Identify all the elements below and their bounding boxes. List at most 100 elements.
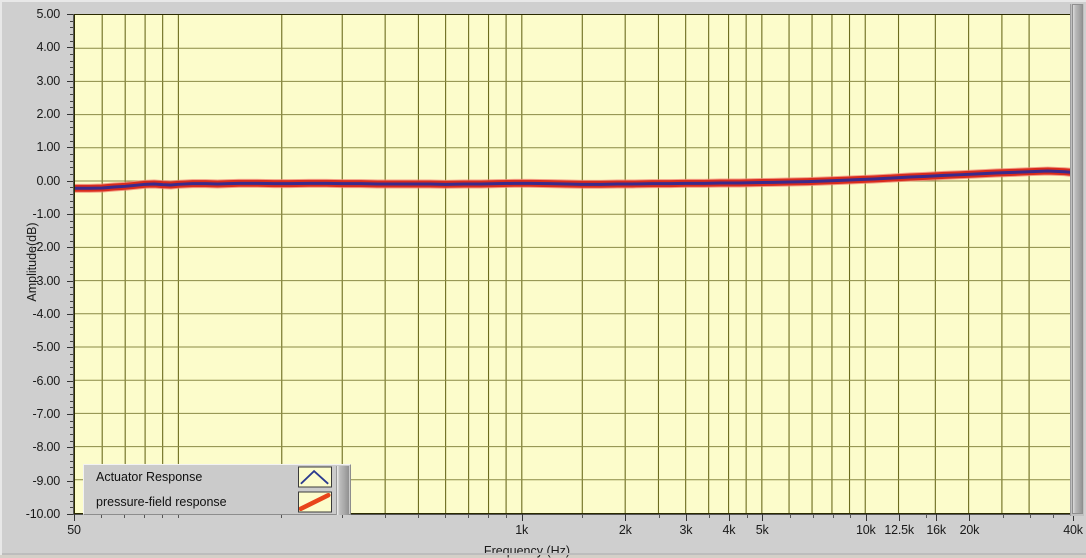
y-tick-minor	[70, 420, 74, 422]
y-tick-minor	[70, 160, 74, 162]
y-tick-minor	[70, 254, 74, 255]
y-tick-major	[67, 347, 74, 349]
x-tick-label: 1k	[515, 523, 529, 537]
y-tick-minor	[70, 174, 74, 175]
y-tick-minor	[70, 100, 74, 102]
legend-scrollbar[interactable]	[336, 466, 349, 515]
x-tick-minor	[1002, 514, 1004, 518]
y-tick-label: 5.00	[36, 7, 60, 21]
x-tick-minor	[832, 514, 834, 518]
y-tick-minor	[70, 20, 74, 22]
y-tick-minor	[70, 340, 74, 342]
y-tick-label: -5.00	[32, 340, 61, 355]
y-tick-minor	[70, 167, 74, 169]
x-axis: Frequency (Hz) 50 1k 2k 3k 4k 5k 10k 12.5k 16k 20…	[2, 514, 1086, 558]
y-axis-line	[73, 14, 74, 515]
y-tick-minor	[70, 260, 74, 262]
y-tick-minor	[70, 460, 74, 462]
y-axis: 5.00 4.00 3.00 2.00 1.00 0.00 -1.00 -2.00 -3.00 -…	[2, 2, 74, 526]
y-tick-major	[67, 80, 74, 82]
y-tick-label: -2.00	[32, 240, 61, 255]
y-tick-minor	[70, 334, 74, 335]
y-tick-major	[67, 480, 74, 482]
diagonal-line-icon[interactable]	[298, 491, 332, 513]
x-tick-major	[865, 514, 867, 521]
y-tick-minor	[70, 474, 74, 475]
plot-area[interactable]	[74, 14, 1073, 514]
x-tick-minor	[926, 514, 928, 518]
y-tick-minor	[70, 27, 74, 29]
y-tick-minor	[70, 507, 74, 509]
y-tick-major	[67, 447, 74, 449]
y-tick-minor	[70, 327, 74, 329]
y-tick-minor	[70, 367, 74, 369]
y-tick-minor	[70, 140, 74, 142]
y-tick-minor	[70, 300, 74, 302]
x-tick-minor	[281, 514, 283, 518]
y-tick-label: -9.00	[32, 473, 61, 488]
x-tick-minor	[177, 514, 179, 518]
y-tick-minor	[70, 434, 74, 435]
y-tick-minor	[70, 467, 74, 469]
y-tick-minor	[70, 194, 74, 195]
y-tick-minor	[70, 154, 74, 155]
y-tick-label: -4.00	[32, 307, 61, 321]
x-tick-minor	[1053, 514, 1054, 518]
x-tick-label: 16k	[926, 523, 946, 537]
x-tick-label: 10k	[856, 523, 876, 537]
y-tick-label: -7.00	[32, 407, 61, 421]
x-tick-minor	[341, 514, 343, 518]
y-tick-major	[67, 47, 74, 49]
y-tick-major	[67, 414, 74, 415]
y-tick-minor	[70, 487, 74, 489]
x-tick-minor	[746, 514, 748, 518]
x-tick-label: 12.5k	[884, 523, 914, 537]
y-tick-minor	[70, 200, 74, 202]
x-tick-minor	[161, 514, 163, 518]
vertical-scrollbar[interactable]	[1070, 4, 1084, 516]
vertical-scrollbar-thumb[interactable]	[1072, 4, 1083, 514]
y-tick-minor	[70, 427, 74, 429]
y-tick-major	[67, 314, 74, 315]
y-tick-major	[67, 280, 74, 282]
y-tick-minor	[70, 207, 74, 209]
y-tick-label: -8.00	[32, 440, 61, 455]
x-tick-minor	[582, 514, 584, 518]
y-tick-major	[67, 214, 74, 215]
x-tick-major	[728, 514, 730, 521]
y-tick-minor	[70, 320, 74, 322]
x-tick-minor	[850, 514, 852, 518]
y-tick-minor	[70, 267, 74, 269]
x-tick-major	[762, 514, 764, 521]
data-traces	[75, 166, 1072, 193]
x-tick-minor	[488, 514, 490, 518]
x-tick-minor	[658, 514, 660, 518]
y-tick-label: -1.00	[32, 207, 61, 221]
x-tick-minor	[468, 514, 470, 518]
grid-lines	[75, 15, 1072, 513]
x-tick-label: 4k	[722, 523, 736, 537]
y-tick-minor	[70, 74, 74, 75]
x-tick-major	[521, 514, 523, 521]
y-tick-minor	[70, 220, 74, 222]
y-tick-minor	[70, 374, 74, 375]
y-axis-title-container: Amplitude(dB)	[8, 152, 39, 372]
y-tick-minor	[70, 234, 74, 235]
y-tick-label: 1.00	[36, 140, 60, 155]
y-tick-minor	[70, 294, 74, 295]
y-tick-major	[67, 147, 74, 149]
x-tick-minor	[384, 514, 386, 518]
y-tick-major	[67, 247, 74, 249]
legend-item-actuator-response[interactable]: Actuator Response	[84, 465, 350, 490]
y-tick-minor	[70, 67, 74, 69]
x-axis-title: Frequency (Hz)	[483, 544, 571, 558]
x-tick-minor	[1030, 514, 1031, 518]
y-tick-minor	[70, 307, 74, 309]
legend-panel[interactable]: Actuator Response pressure-field respons…	[83, 464, 351, 515]
peak-line-icon[interactable]	[298, 466, 332, 488]
legend-item-pressure-field-response[interactable]: pressure-field response	[84, 490, 350, 515]
y-axis-title: Amplitude(dB)	[25, 222, 39, 302]
x-tick-minor	[101, 514, 103, 518]
y-tick-minor	[70, 440, 74, 442]
y-tick-major	[67, 380, 74, 382]
